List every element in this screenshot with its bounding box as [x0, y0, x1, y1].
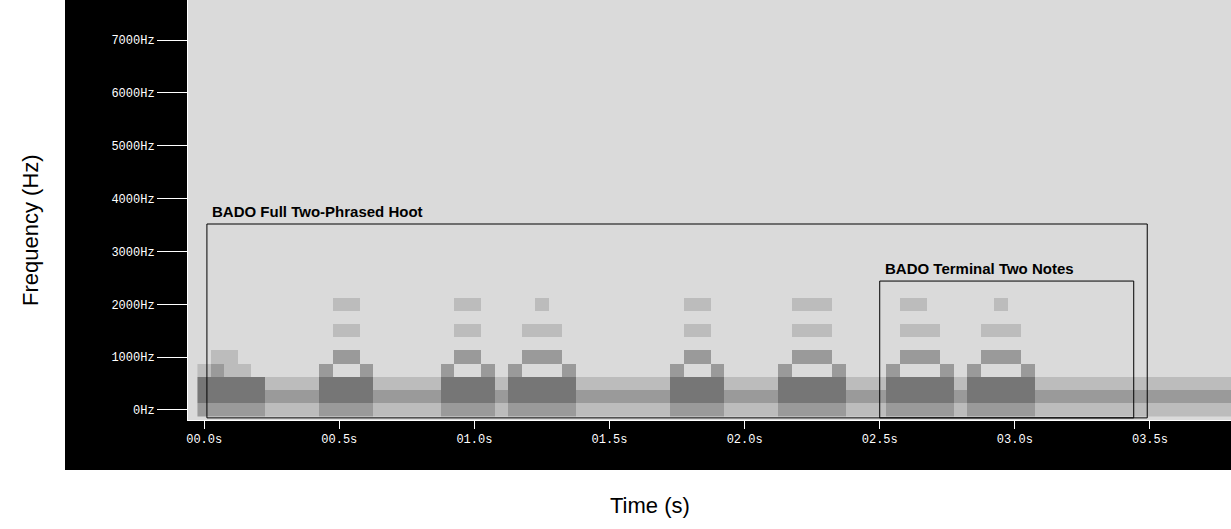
- svg-text:7000Hz: 7000Hz: [111, 34, 154, 48]
- svg-text:Frequency (Hz): Frequency (Hz): [18, 154, 43, 306]
- svg-text:01.0s: 01.0s: [456, 433, 492, 447]
- svg-text:00.5s: 00.5s: [321, 433, 357, 447]
- svg-text:02.0s: 02.0s: [727, 433, 763, 447]
- svg-text:0Hz: 0Hz: [133, 404, 155, 418]
- svg-text:02.5s: 02.5s: [862, 433, 898, 447]
- svg-text:BADO Terminal Two Notes: BADO Terminal Two Notes: [885, 260, 1074, 277]
- svg-text:BADO Full Two-Phrased Hoot: BADO Full Two-Phrased Hoot: [212, 203, 423, 220]
- svg-text:03.5s: 03.5s: [1132, 433, 1168, 447]
- svg-text:00.0s: 00.0s: [186, 433, 222, 447]
- svg-text:5000Hz: 5000Hz: [111, 140, 154, 154]
- svg-text:03.0s: 03.0s: [997, 433, 1033, 447]
- svg-text:2000Hz: 2000Hz: [111, 299, 154, 313]
- svg-text:01.5s: 01.5s: [592, 433, 628, 447]
- svg-text:4000Hz: 4000Hz: [111, 193, 154, 207]
- svg-text:1000Hz: 1000Hz: [111, 351, 154, 365]
- svg-text:Time (s): Time (s): [610, 493, 690, 518]
- svg-text:6000Hz: 6000Hz: [111, 87, 154, 101]
- svg-text:3000Hz: 3000Hz: [111, 246, 154, 260]
